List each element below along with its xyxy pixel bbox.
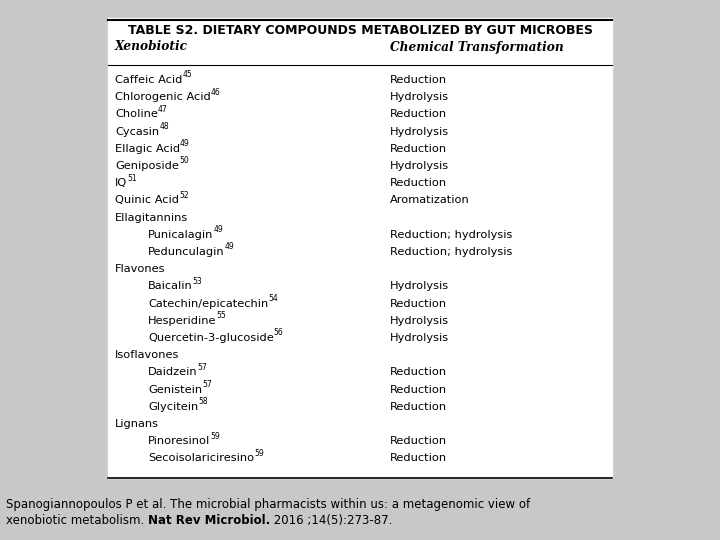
Text: Quinic Acid: Quinic Acid	[115, 195, 179, 205]
Text: Quercetin-3-glucoside: Quercetin-3-glucoside	[148, 333, 274, 343]
Text: Hydrolysis: Hydrolysis	[390, 333, 449, 343]
Text: 49: 49	[180, 139, 190, 148]
Text: TABLE S2. DIETARY COMPOUNDS METABOLIZED BY GUT MICROBES: TABLE S2. DIETARY COMPOUNDS METABOLIZED …	[127, 24, 593, 37]
Text: Reduction: Reduction	[390, 402, 447, 412]
Text: Cycasin: Cycasin	[115, 126, 159, 137]
Text: Reduction: Reduction	[390, 367, 447, 377]
Text: xenobiotic metabolism.: xenobiotic metabolism.	[6, 514, 148, 527]
Text: Reduction: Reduction	[390, 436, 447, 446]
Text: Reduction: Reduction	[390, 144, 447, 154]
Text: Glycitein: Glycitein	[148, 402, 198, 412]
Text: 59: 59	[210, 431, 220, 441]
Text: 55: 55	[217, 311, 226, 320]
Text: 51: 51	[127, 173, 137, 183]
Text: 47: 47	[158, 105, 168, 114]
Text: Reduction: Reduction	[390, 178, 447, 188]
Text: Daidzein: Daidzein	[148, 367, 197, 377]
Text: 49: 49	[213, 225, 223, 234]
Text: Reduction; hydrolysis: Reduction; hydrolysis	[390, 230, 513, 240]
Bar	[108, 18, 612, 478]
Text: Isoflavones: Isoflavones	[115, 350, 179, 360]
Text: Reduction: Reduction	[390, 110, 447, 119]
Text: 2016 ;14(5):273-87.: 2016 ;14(5):273-87.	[270, 514, 392, 527]
Text: Reduction; hydrolysis: Reduction; hydrolysis	[390, 247, 513, 257]
Text: Reduction: Reduction	[390, 299, 447, 308]
Text: 50: 50	[179, 157, 189, 165]
Text: Pedunculagin: Pedunculagin	[148, 247, 225, 257]
Text: 46: 46	[211, 87, 220, 97]
Text: Reduction: Reduction	[390, 75, 447, 85]
Text: IQ: IQ	[115, 178, 127, 188]
Text: Caffeic Acid: Caffeic Acid	[115, 75, 182, 85]
Text: 58: 58	[198, 397, 208, 406]
Text: Chlorogenic Acid: Chlorogenic Acid	[115, 92, 211, 102]
Text: Baicalin: Baicalin	[148, 281, 193, 292]
Text: Secoisolariciresino: Secoisolariciresino	[148, 454, 254, 463]
Text: Nat Rev Microbiol.: Nat Rev Microbiol.	[148, 514, 270, 527]
Text: Hesperidine: Hesperidine	[148, 316, 217, 326]
Text: Hydrolysis: Hydrolysis	[390, 316, 449, 326]
Text: Spanogiannopoulos P et al. The microbial pharmacists within us: a metagenomic vi: Spanogiannopoulos P et al. The microbial…	[6, 498, 530, 511]
Text: Pinoresinol: Pinoresinol	[148, 436, 210, 446]
Text: 45: 45	[182, 70, 192, 79]
Text: Ellagitannins: Ellagitannins	[115, 213, 188, 222]
Text: Flavones: Flavones	[115, 264, 166, 274]
Text: Ellagic Acid: Ellagic Acid	[115, 144, 180, 154]
Text: 57: 57	[202, 380, 212, 389]
Text: 48: 48	[159, 122, 168, 131]
Text: 59: 59	[254, 449, 264, 458]
Text: Reduction: Reduction	[390, 384, 447, 395]
Text: Hydrolysis: Hydrolysis	[390, 92, 449, 102]
Text: Hydrolysis: Hydrolysis	[390, 126, 449, 137]
Text: 56: 56	[274, 328, 284, 338]
Text: Hydrolysis: Hydrolysis	[390, 161, 449, 171]
Text: Chemical Transformation: Chemical Transformation	[390, 40, 564, 53]
Text: Xenobiotic: Xenobiotic	[115, 40, 188, 53]
Text: Punicalagin: Punicalagin	[148, 230, 213, 240]
Text: 53: 53	[193, 276, 202, 286]
Text: Hydrolysis: Hydrolysis	[390, 281, 449, 292]
Text: Aromatization: Aromatization	[390, 195, 469, 205]
Text: 52: 52	[179, 191, 189, 200]
Text: 49: 49	[225, 242, 235, 251]
Text: 57: 57	[197, 363, 207, 372]
Text: Genistein: Genistein	[148, 384, 202, 395]
Text: Lignans: Lignans	[115, 419, 159, 429]
Text: Reduction: Reduction	[390, 454, 447, 463]
Text: Geniposide: Geniposide	[115, 161, 179, 171]
Text: Choline: Choline	[115, 110, 158, 119]
Text: Catechin/epicatechin: Catechin/epicatechin	[148, 299, 269, 308]
Text: 54: 54	[269, 294, 278, 303]
